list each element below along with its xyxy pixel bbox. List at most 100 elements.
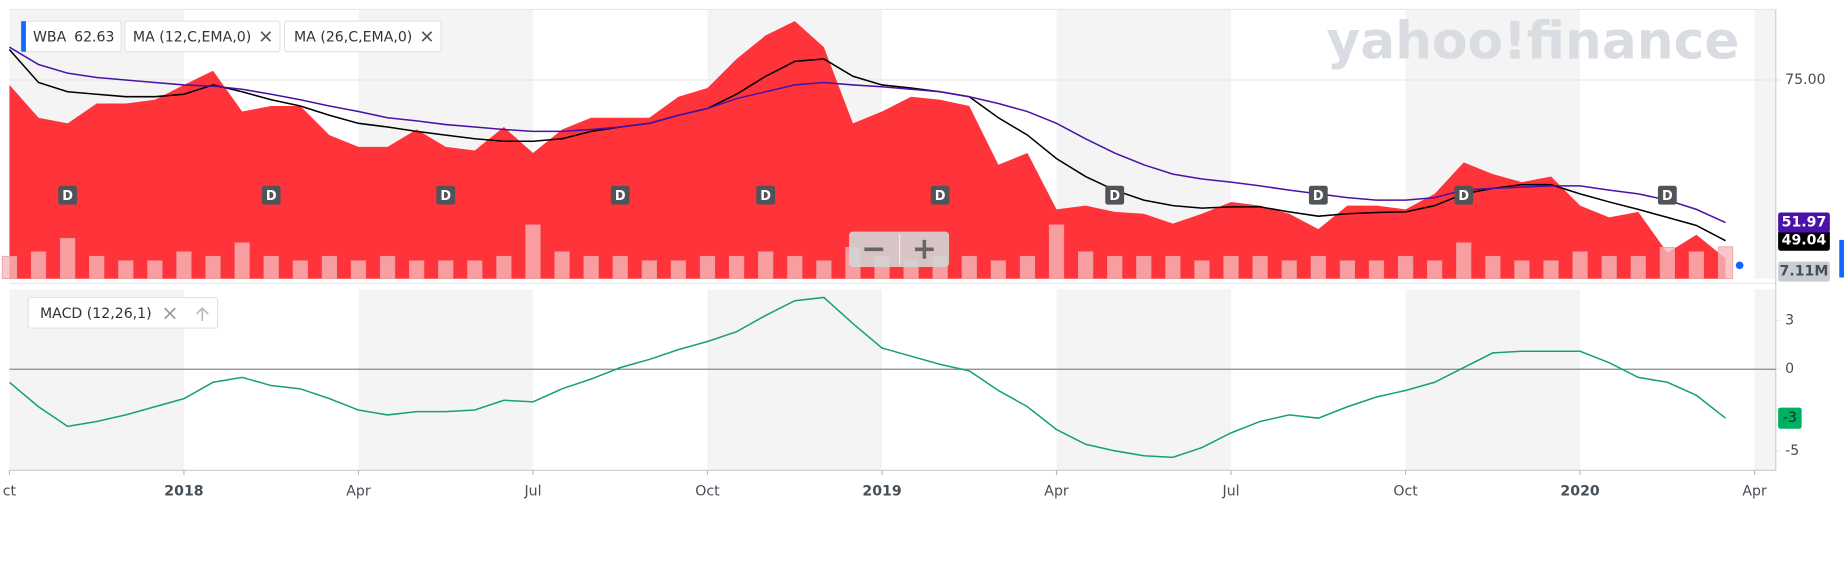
volume-bar	[1485, 255, 1501, 280]
volume-bar	[409, 260, 425, 280]
dividend-marker	[1657, 185, 1677, 205]
dividend-label: D	[1313, 189, 1324, 204]
dividend-label: D	[615, 189, 626, 204]
dividend-label: D	[935, 189, 946, 204]
volume-bar	[1630, 255, 1646, 280]
volume-bar	[728, 255, 745, 280]
x-tick-label: Apr	[346, 484, 371, 500]
volume-bar	[583, 255, 599, 280]
volume-bar	[1427, 260, 1443, 280]
volume-bar	[554, 251, 570, 280]
dividend-label: D	[760, 189, 771, 204]
period-band	[707, 289, 883, 471]
volume-bar	[263, 255, 279, 280]
value-badge-label: 51.97	[1782, 215, 1827, 231]
volume-bar	[641, 260, 657, 280]
volume-bar	[1310, 255, 1326, 280]
watermark: yahoo!finance	[1327, 12, 1740, 72]
volume-bar	[990, 260, 1006, 280]
dividend-label: D	[1662, 189, 1673, 204]
volume-bar	[758, 251, 774, 280]
y-tick-label: 0	[1785, 361, 1794, 377]
series-line	[8, 49, 1726, 242]
remove-icon[interactable]	[260, 31, 272, 42]
dividend-label: D	[62, 189, 73, 204]
value-badge-label: 49.04	[1782, 233, 1827, 249]
y-tick-label: 3	[1785, 312, 1794, 328]
dividend-label: D	[266, 189, 277, 204]
legend: WBA 62.63 MA (12,C,EMA,0) MA (26,C,EMA,0…	[20, 20, 442, 329]
volume-bar	[1077, 251, 1094, 280]
volume-bar	[1107, 255, 1123, 280]
volume-bar	[1048, 224, 1065, 280]
volume-bar	[670, 260, 687, 280]
volume-bar	[350, 260, 367, 280]
legend-chip[interactable]	[27, 296, 219, 329]
volume-bar	[496, 255, 512, 280]
volume-bar	[1281, 260, 1297, 280]
price-area	[9, 21, 1726, 279]
volume-bar	[1514, 260, 1530, 280]
volume-bar	[787, 255, 803, 280]
legend-chip[interactable]	[124, 20, 281, 53]
legend-label: MA (26,C,EMA,0)	[294, 30, 412, 46]
value-badge	[1778, 212, 1830, 233]
volume-bar	[612, 255, 628, 280]
volume-bar	[1572, 251, 1588, 280]
volume-bar	[1543, 260, 1559, 280]
remove-icon[interactable]	[421, 31, 433, 42]
value-badge-label: -3	[1783, 410, 1797, 426]
period-band	[1754, 9, 1776, 279]
x-tick-label: Oct	[695, 484, 720, 500]
volume-bar	[59, 237, 76, 280]
y-tick-label: 75.00	[1785, 72, 1825, 88]
zoom-in-button[interactable]	[914, 239, 934, 259]
volume-bar	[816, 260, 832, 280]
legend-quote: 62.63	[74, 30, 114, 46]
dividend-marker	[1105, 185, 1125, 205]
volume-bar	[176, 251, 192, 280]
x-tick-label: 2020	[1560, 484, 1599, 500]
legend-chip[interactable]	[284, 20, 442, 53]
volume-bar	[89, 255, 105, 280]
volume-bar	[1019, 255, 1036, 280]
volume-bar	[147, 260, 163, 280]
volume-bar	[1339, 260, 1356, 280]
series-line	[9, 46, 1726, 224]
period-band	[1754, 289, 1776, 471]
x-tick-label: Oct	[1393, 484, 1418, 500]
remove-icon[interactable]	[164, 307, 176, 320]
volume-bar	[1717, 246, 1734, 280]
dividend-marker	[1454, 185, 1474, 205]
dividend-marker	[261, 185, 281, 205]
period-band	[1056, 289, 1232, 471]
x-tick-label: ct	[3, 484, 17, 500]
move-up-icon[interactable]	[195, 306, 209, 322]
dividend-label: D	[1109, 189, 1120, 204]
volume-bar	[1136, 255, 1152, 280]
edge-handle[interactable]	[1839, 239, 1844, 278]
volume-bar	[1252, 255, 1268, 280]
dividend-marker	[756, 185, 776, 205]
dividend-label: D	[440, 189, 451, 204]
x-tick-label: Apr	[1044, 484, 1069, 500]
volume-bar	[525, 224, 541, 280]
volume-bar	[30, 251, 47, 280]
volume-bar	[1601, 255, 1617, 280]
dividend-marker	[610, 185, 630, 205]
volume-bar	[234, 242, 250, 280]
volume-bar	[1, 255, 18, 280]
dividend-label: D	[1458, 189, 1469, 204]
volume-bar	[292, 260, 308, 280]
value-badge	[1778, 407, 1802, 429]
volume-bar	[961, 255, 977, 280]
volume-bar	[379, 255, 396, 280]
volume-bar	[1165, 255, 1181, 280]
value-badge	[1778, 230, 1830, 251]
volume-bar	[1456, 242, 1472, 280]
dividend-marker	[930, 185, 950, 205]
x-tick-label: 2018	[164, 484, 203, 500]
